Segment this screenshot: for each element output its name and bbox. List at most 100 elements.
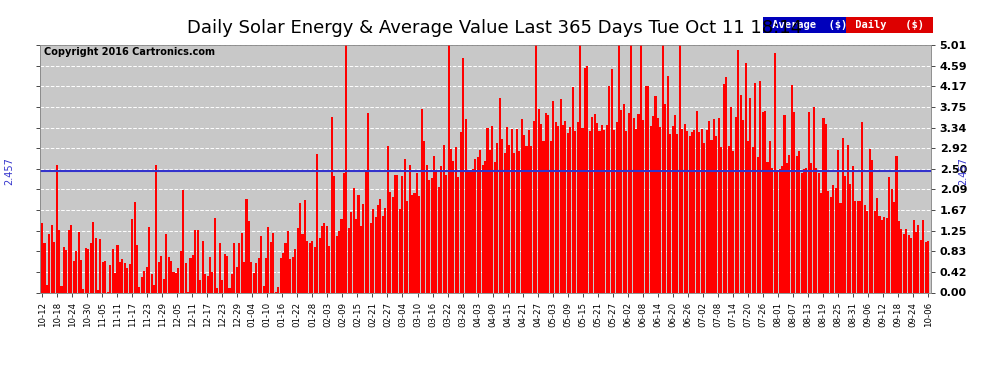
- Bar: [859, 201, 861, 292]
- Bar: [828, 191, 830, 292]
- Bar: [786, 163, 788, 292]
- Bar: [257, 258, 259, 292]
- Bar: [701, 129, 703, 292]
- Bar: [864, 205, 866, 292]
- Bar: [331, 117, 333, 292]
- Bar: [97, 290, 99, 292]
- Bar: [640, 45, 642, 292]
- Bar: [216, 288, 219, 292]
- Bar: [462, 58, 464, 292]
- Bar: [360, 225, 362, 292]
- Bar: [172, 272, 174, 292]
- Bar: [666, 76, 668, 292]
- Bar: [647, 86, 649, 292]
- Bar: [873, 211, 875, 292]
- Bar: [431, 178, 433, 292]
- Bar: [649, 126, 651, 292]
- Bar: [744, 63, 746, 292]
- Bar: [589, 131, 591, 292]
- Bar: [499, 98, 501, 292]
- Bar: [541, 123, 543, 292]
- Bar: [628, 112, 630, 292]
- Bar: [321, 226, 323, 292]
- Bar: [409, 165, 411, 292]
- Bar: [608, 86, 610, 292]
- Bar: [472, 169, 474, 292]
- Bar: [876, 198, 878, 292]
- Bar: [289, 259, 291, 292]
- Bar: [379, 199, 381, 292]
- Bar: [815, 168, 817, 292]
- Bar: [711, 140, 713, 292]
- Bar: [319, 238, 321, 292]
- Bar: [571, 87, 574, 292]
- Bar: [886, 218, 888, 292]
- Bar: [611, 69, 613, 292]
- Bar: [803, 169, 805, 292]
- Text: Copyright 2016 Cartronics.com: Copyright 2016 Cartronics.com: [44, 48, 215, 57]
- Bar: [552, 101, 554, 292]
- Bar: [547, 115, 549, 292]
- Bar: [905, 230, 907, 292]
- Bar: [112, 249, 114, 292]
- Bar: [728, 147, 730, 292]
- Bar: [849, 184, 851, 292]
- Bar: [596, 123, 598, 292]
- Bar: [730, 107, 732, 292]
- Bar: [511, 129, 513, 292]
- Bar: [194, 230, 196, 292]
- Bar: [454, 147, 457, 292]
- Bar: [813, 107, 815, 292]
- Bar: [347, 228, 349, 292]
- Bar: [494, 162, 496, 292]
- Bar: [481, 165, 484, 292]
- Bar: [769, 141, 771, 292]
- Bar: [436, 170, 438, 292]
- Bar: [287, 231, 289, 292]
- Bar: [868, 148, 871, 292]
- Bar: [479, 150, 481, 292]
- Bar: [182, 190, 184, 292]
- Bar: [350, 212, 352, 292]
- Bar: [716, 136, 718, 292]
- Bar: [333, 176, 336, 292]
- Bar: [404, 159, 406, 292]
- Bar: [284, 243, 286, 292]
- Bar: [136, 245, 138, 292]
- Bar: [369, 223, 371, 292]
- Bar: [878, 216, 880, 292]
- Bar: [883, 216, 885, 292]
- Bar: [796, 156, 798, 292]
- Bar: [591, 117, 593, 292]
- Bar: [428, 180, 430, 292]
- Bar: [918, 225, 920, 292]
- Bar: [267, 227, 269, 292]
- Bar: [616, 122, 618, 292]
- Bar: [102, 262, 104, 292]
- Bar: [818, 172, 820, 292]
- Bar: [346, 45, 347, 292]
- Bar: [866, 211, 868, 292]
- Bar: [58, 230, 60, 292]
- Text: Daily   ($): Daily ($): [848, 20, 930, 30]
- Bar: [277, 288, 279, 292]
- Bar: [311, 241, 313, 292]
- Bar: [362, 204, 364, 292]
- Bar: [304, 200, 306, 292]
- Bar: [626, 131, 628, 292]
- Bar: [766, 162, 768, 292]
- Bar: [457, 177, 459, 292]
- Bar: [364, 172, 367, 292]
- Bar: [119, 262, 121, 292]
- Bar: [594, 114, 596, 292]
- Bar: [92, 222, 94, 292]
- Bar: [576, 122, 578, 292]
- Bar: [543, 141, 545, 292]
- Bar: [776, 171, 778, 292]
- Bar: [464, 119, 466, 292]
- Bar: [686, 131, 688, 292]
- Bar: [774, 53, 776, 292]
- Bar: [661, 45, 664, 292]
- Bar: [754, 83, 756, 292]
- Bar: [489, 150, 491, 292]
